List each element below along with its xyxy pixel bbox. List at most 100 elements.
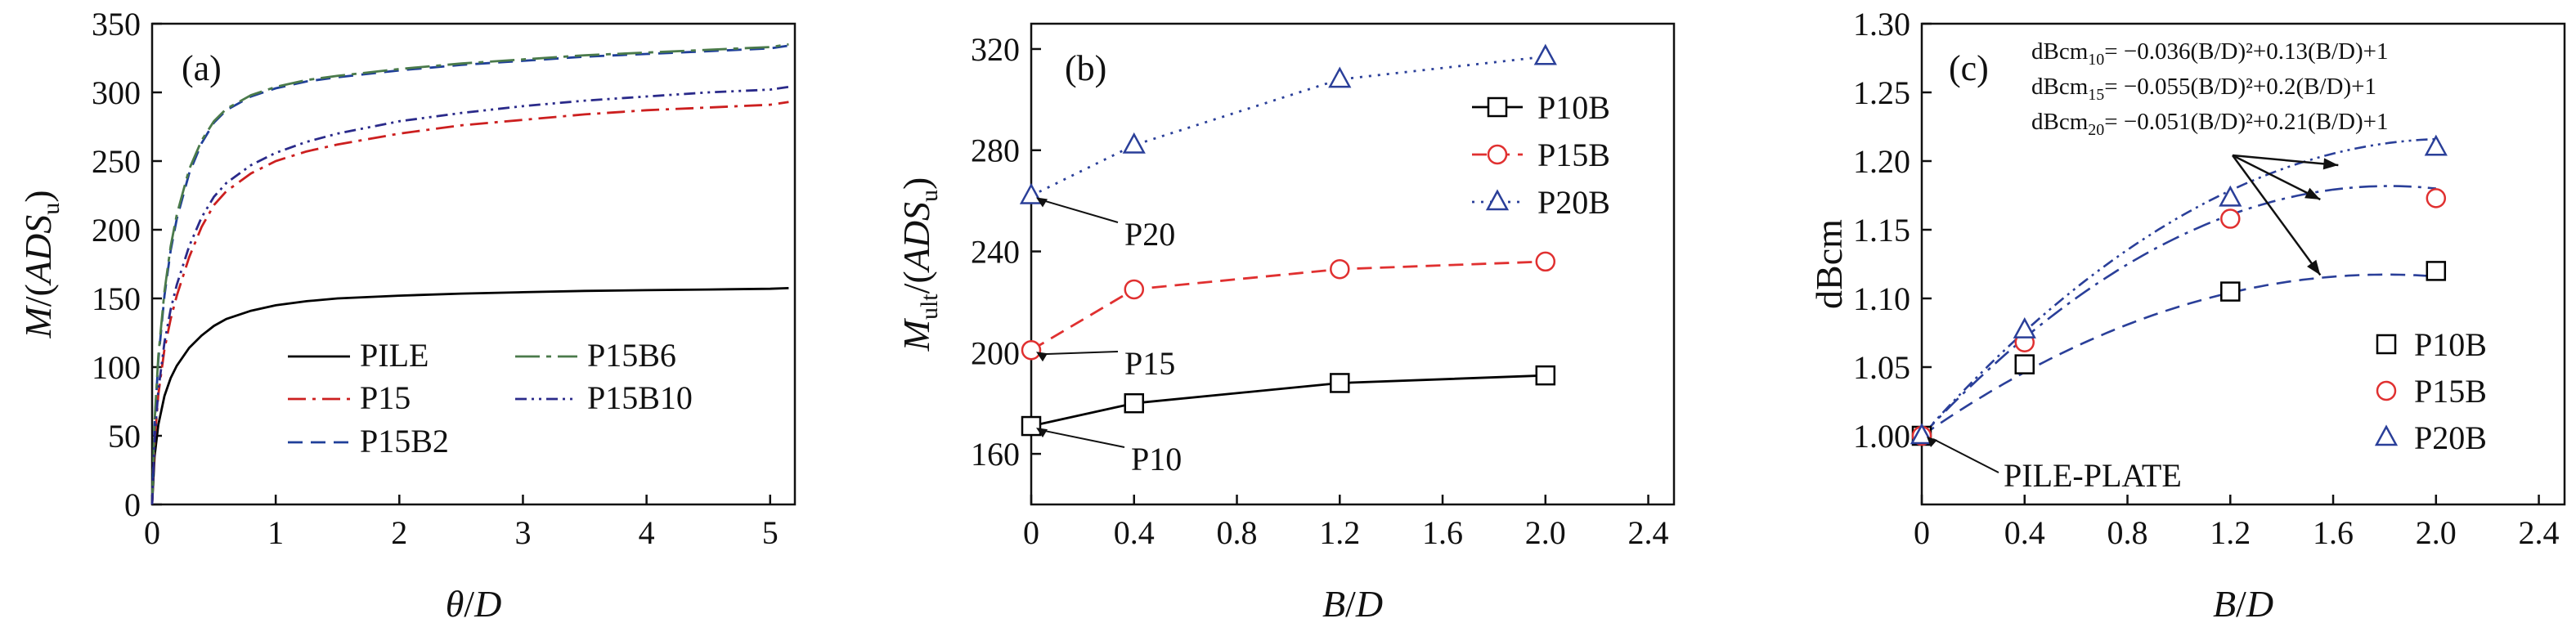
x-tick-label: 0 [1914, 514, 1930, 551]
equation-arrow [2232, 154, 2339, 167]
panel-c-ticks: 0 0.4 0.8 1.2 1.6 2.0 2.4 1.00 1.05 1.10 1.15 1.20 1… [1853, 6, 2560, 551]
legend-marker-p15b [2376, 380, 2397, 401]
legend-label-p15b6: P15B6 [587, 337, 676, 374]
data-point-p15b [2426, 188, 2447, 208]
panel-c-xlabel: B/D [2213, 583, 2273, 625]
x-tick-label: 1 [267, 514, 284, 551]
equation-text: dBcm15= −0.055(B/D)²+0.2(B/D)+1 [2031, 74, 2376, 104]
data-point-p10b [1330, 373, 1350, 393]
data-point-p10b [2014, 354, 2035, 374]
annotation-arrowhead [1036, 197, 1048, 208]
annotation-label: PILE-PLATE [2004, 457, 2182, 494]
legend-label-p15b: P15B [2414, 373, 2487, 410]
legend-label-pile: PILE [360, 337, 429, 374]
x-tick-label: 2.0 [1525, 514, 1566, 551]
x-tick-label: 4 [639, 514, 655, 551]
data-point-p10b [1021, 415, 1042, 437]
legend-label-p20b: P20B [1537, 184, 1610, 221]
legend-marker-p10b [2376, 334, 2397, 355]
panel-b-series [1019, 43, 1557, 437]
annotation-arrowhead [1036, 352, 1048, 362]
panel-c-frame [1920, 22, 2566, 506]
series-line-p20b [1030, 55, 1546, 197]
x-tick-label: 2.0 [2416, 514, 2457, 551]
data-point-p15b [2220, 208, 2241, 229]
data-point-p15b [1124, 279, 1145, 300]
panel-b-ticks: 0 0.4 0.8 1.2 1.6 2.0 2.4 160 200 240 280 320 [971, 31, 1669, 551]
data-point-p10b [1535, 365, 1556, 386]
x-tick-label: 1.6 [1422, 514, 1463, 551]
equation-text: dBcm10= −0.036(B/D)²+0.13(B/D)+1 [2031, 38, 2388, 69]
panel-b-label: (b) [1065, 48, 1106, 88]
fit-curve-p20b [1921, 137, 2436, 437]
x-tick-label: 0 [1023, 514, 1039, 551]
panel-a-legend: PILE P15 P15B2 P15B6 P15B10 [288, 337, 693, 459]
legend-marker-p15b [1487, 144, 1508, 165]
y-tick-label: 200 [971, 334, 1020, 371]
y-tick-label: 0 [124, 486, 141, 523]
x-tick-label: 5 [762, 514, 779, 551]
x-tick-label: 0.4 [2004, 514, 2045, 551]
y-tick-label: 1.00 [1853, 418, 1910, 455]
data-point-p20b [1019, 182, 1043, 204]
y-tick-label: 320 [971, 31, 1020, 68]
data-point-p15b [1535, 251, 1556, 272]
data-point-p15b [1330, 258, 1350, 280]
y-tick-label: 1.10 [1853, 280, 1910, 317]
series-line-p15b [1030, 260, 1546, 352]
x-tick-label: 0 [144, 514, 160, 551]
data-point-p20b [2013, 317, 2036, 338]
x-tick-label: 2.4 [2519, 514, 2560, 551]
panel-b: 0 0.4 0.8 1.2 1.6 2.0 2.4 160 200 240 280 320 (b) B… [895, 22, 1676, 625]
x-tick-label: 1.2 [1319, 514, 1360, 551]
series-line-pile [150, 287, 789, 505]
annotation-leader [1040, 199, 1119, 223]
series-line-p15b2 [150, 44, 789, 505]
annotation-label: P10 [1131, 441, 1182, 477]
data-point-p20b [1122, 132, 1146, 154]
y-tick-label: 1.15 [1853, 212, 1910, 249]
y-tick-label: 1.25 [1853, 74, 1910, 111]
y-tick-label: 50 [108, 418, 141, 455]
panel-b-xlabel: B/D [1322, 583, 1383, 625]
annotation-leader [1040, 351, 1119, 356]
annotation-leader [1040, 429, 1125, 448]
x-tick-label: 0.4 [1114, 514, 1155, 551]
legend-label-p15b2: P15B2 [360, 423, 449, 459]
y-tick-label: 1.30 [1853, 6, 1910, 43]
panel-a-frame [150, 22, 797, 506]
fit-curve-p10b [1921, 273, 2436, 437]
panel-c: 0 0.4 0.8 1.2 1.6 2.0 2.4 1.00 1.05 1.10 1.15 1.20 1… [1808, 6, 2566, 625]
x-tick-label: 2.4 [1628, 514, 1669, 551]
x-tick-label: 0.8 [2107, 514, 2148, 551]
data-point-p10b [2220, 281, 2241, 302]
legend-marker-p20b [2374, 424, 2399, 446]
y-tick-label: 1.05 [1853, 349, 1910, 386]
x-tick-label: 1.2 [2210, 514, 2251, 551]
y-tick-label: 250 [92, 143, 141, 180]
data-point-p20b [1328, 66, 1352, 88]
legend-marker-p20b [1485, 189, 1510, 211]
series-line-p15b10 [150, 85, 789, 505]
legend-label-p15b10: P15B10 [587, 379, 693, 416]
legend-label-p10b: P10B [1537, 89, 1610, 126]
equation-arrow [2232, 154, 2321, 201]
annotation-arrowhead [1036, 428, 1048, 438]
equation-arrowhead [2304, 187, 2321, 200]
data-point-p10b [1124, 392, 1145, 414]
y-tick-label: 350 [92, 6, 141, 43]
y-tick-label: 1.20 [1853, 143, 1910, 180]
data-point-p15b [1021, 339, 1042, 361]
annotation-leader [1932, 438, 1999, 473]
annotation-label: P15 [1124, 345, 1175, 382]
y-tick-label: 100 [92, 349, 141, 386]
annotation-arrowhead [1927, 437, 1937, 447]
equation-text: dBcm20= −0.051(B/D)²+0.21(B/D)+1 [2031, 109, 2388, 139]
panel-a-ylabel: M/(ADSu) [17, 190, 65, 338]
x-tick-label: 3 [514, 514, 531, 551]
equation-arrowhead [2307, 259, 2321, 276]
legend-marker-p10b [1487, 96, 1508, 118]
